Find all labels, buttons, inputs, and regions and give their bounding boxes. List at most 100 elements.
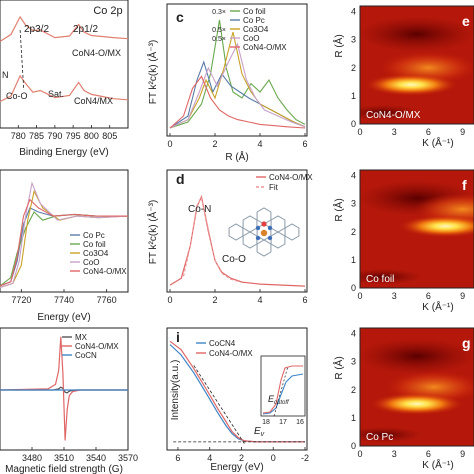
panel-letter-i: i [176, 329, 180, 345]
c-legend-label: CoO [243, 34, 259, 43]
heatmap-g-y-tick-label: 1 [351, 413, 356, 423]
heatmap-e-ylabel: R (Å) [332, 34, 345, 57]
xps-annot-sat: Sat. [48, 89, 64, 99]
epr-legend-label: CoCN [75, 351, 97, 360]
heatmap-f-y-tick-label: 3 [351, 199, 356, 209]
c-x-tick-label: 0 [167, 139, 172, 149]
xps-annot-n: N [2, 70, 9, 80]
c-xlabel: R (Å) [225, 150, 248, 163]
xanes-legend-label: CoN4-O/MX [83, 267, 127, 276]
i-legend-label: CoN4-O/MX [209, 349, 253, 358]
d-axes-frame [166, 169, 308, 293]
c-x-tick-label: 4 [257, 139, 262, 149]
c-x-tick-label: 6 [302, 139, 307, 149]
xps-x-tick-label: 795 [66, 131, 81, 141]
heatmap-g [360, 328, 474, 446]
xps-series-line-1 [0, 74, 129, 103]
heatmap-g-frame [359, 327, 474, 447]
heatmap-e [360, 6, 474, 124]
xanes-legend-label: Co Pc [83, 231, 105, 240]
i-inset-frame [260, 355, 306, 417]
xps-series-line-0 [0, 15, 129, 43]
i-xlabel: Energy (eV) [210, 462, 263, 473]
heatmap-f-label: Co foil [366, 274, 394, 285]
i-x-tick-label: 2 [239, 453, 244, 463]
d-legend-label: CoN4-O/MX [269, 173, 313, 182]
c-axes-frame [166, 3, 308, 137]
xanes-legend-label: CoO [83, 258, 99, 267]
heatmap-g-x-tick-label: 3 [392, 449, 397, 459]
d-annot-coo: Co-O [222, 254, 246, 265]
xanes-series [0, 181, 129, 289]
heatmap-e-y-tick-label: 4 [351, 7, 356, 17]
epr-x-tick-label: 3540 [86, 453, 106, 463]
molecule-n-atom [255, 225, 261, 231]
xps-x-tick-label: 785 [29, 131, 44, 141]
xanes-x-tick-label: 7740 [54, 295, 74, 305]
d-x-ticks: 0 2 4 6 [167, 289, 308, 305]
heatmap-g-x-tick-label: 0 [357, 449, 362, 459]
heatmap-e-y-tick-label: 1 [351, 91, 356, 101]
c-legend-label: CoN4-O/MX [243, 43, 287, 52]
d-series [169, 194, 306, 287]
xanes-x-tick-label: 7760 [97, 295, 117, 305]
i-x-ticks: 6 4 2 0 -2 [175, 447, 309, 463]
xps-title: Co 2p [93, 5, 122, 17]
d-x-tick-label: 2 [212, 295, 217, 305]
epr-x-tick-label: 3510 [54, 453, 74, 463]
i-inset-line-0 [262, 373, 304, 415]
c-scale-label: 0.3× [212, 9, 226, 16]
molecule-n-atom [255, 235, 261, 241]
xanes-x-ticks: 7720 7740 7760 [11, 289, 117, 305]
d-x-tick-label: 4 [257, 295, 262, 305]
heatmap-f-y-tick-label: 0 [351, 283, 356, 293]
xps-x-tick-label: 805 [102, 131, 117, 141]
heatmap-f-frame [359, 169, 474, 289]
heatmap-f [360, 170, 474, 288]
heatmap-e-y-tick-label: 2 [351, 63, 356, 73]
xanes-series-line-4 [0, 198, 128, 287]
i-inset: Ecutoff 18 17 16 [260, 355, 306, 426]
i-tangent-line [193, 365, 245, 445]
c-series-line-2 [169, 31, 306, 129]
epr-series [0, 336, 128, 441]
epr-series-line-1 [0, 336, 128, 441]
heatmap-g-x-tick-label: 6 [426, 449, 431, 459]
heatmap-e-y-tick-label: 3 [351, 35, 356, 45]
wt-heatmaps: e CoN4-O/MX 0 1 2 3 4 R (Å) 0 3 6 9 K (Å⁻¹) f Co foil 0… [332, 5, 474, 471]
c-scale-label: 0.5× [212, 27, 226, 34]
heatmap-f-ylabel: R (Å) [332, 198, 345, 221]
i-axes-frame [166, 327, 308, 451]
molecule-ring [242, 215, 258, 233]
c-legend-label: Co Pc [243, 16, 265, 25]
heatmap-e-label: CoN4-O/MX [366, 110, 421, 121]
heatmap-e-x-tick-label: 6 [426, 127, 431, 137]
xanes-legend-label: Co foil [83, 240, 106, 249]
molecule-ring [284, 223, 300, 241]
molecule-n-atom [267, 235, 273, 241]
molecule-ring [270, 215, 286, 233]
heatmap-g-x-tick-label: 9 [460, 449, 465, 459]
panel-letter-e: e [462, 13, 470, 29]
heatmap-g-label: Co Pc [366, 432, 393, 443]
heatmap-e-x-tick-label: 3 [392, 127, 397, 137]
panel-c: c FT k²c(k) (Å⁻³) 0.3× 0.5× 0.5× Co foilCo … [146, 3, 308, 163]
heatmap-g-y-tick-label: 3 [351, 357, 356, 367]
xps-x-tick-label: 790 [47, 131, 62, 141]
c-x-ticks: 0 2 4 6 [167, 133, 308, 149]
molecule-o-atom [261, 221, 267, 227]
d-series-line-1 [182, 196, 238, 282]
i-x-tick-label: -2 [301, 453, 309, 463]
heatmap-e-x-tick-label: 0 [357, 127, 362, 137]
molecule-ring [242, 231, 258, 249]
heatmap-g-y-tick-label: 4 [351, 329, 356, 339]
xps-series [0, 15, 129, 103]
i-ylabel: Intensity(a.u.) [170, 360, 181, 421]
c-scale-label: 0.5× [212, 36, 226, 43]
